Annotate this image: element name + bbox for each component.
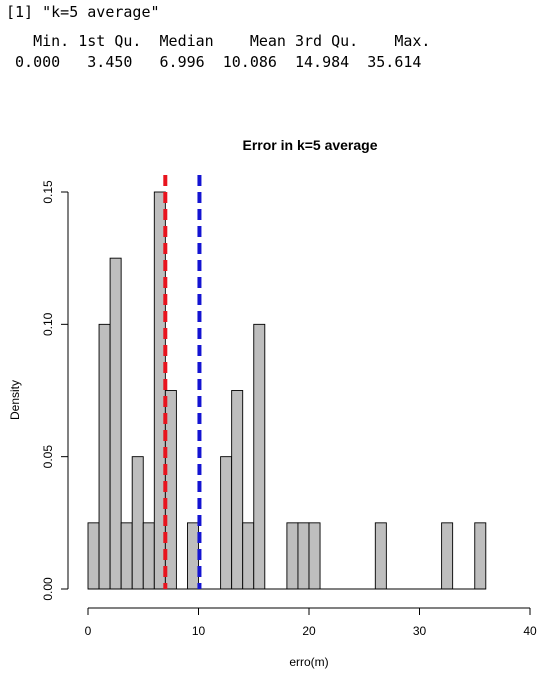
histogram-bar (186, 522, 199, 590)
y-tick-label: 0.05 (41, 445, 55, 469)
x-tick-label: 40 (523, 624, 537, 638)
histogram-bars (87, 191, 487, 590)
summary-values-row: 0.000 3.450 6.996 10.086 14.984 35.614 (6, 53, 431, 71)
histogram-bar (374, 522, 387, 590)
x-tick-label: 10 (192, 624, 206, 638)
x-tick-label: 20 (302, 624, 316, 638)
histogram-plot: Error in k=5 average 0 10 20 30 40 0.000.050… (8, 137, 537, 669)
x-tick-label: 0 (85, 624, 92, 638)
x-axis-label: erro(m) (289, 655, 328, 669)
histogram-bar (142, 522, 155, 590)
histogram-bar (109, 257, 122, 590)
y-axis-label: Density (8, 380, 22, 420)
summary-header-row: Min. 1st Qu. Median Mean 3rd Qu. Max. (6, 32, 440, 50)
histogram-bar (131, 456, 144, 590)
histogram-bar (87, 522, 100, 590)
console-print-line: [1] "k=5 average" (6, 3, 160, 21)
histogram-bar (242, 522, 255, 590)
reference-lines (163, 175, 202, 589)
y-tick-label: 0.15 (41, 180, 55, 204)
y-tick-label: 0.00 (41, 577, 55, 601)
y-axis: 0.00 0.05 0.10 0.15 (41, 180, 69, 601)
x-tick-label: 30 (413, 624, 427, 638)
histogram-bar (441, 522, 454, 590)
histogram-bar (220, 456, 233, 590)
histogram-bar (474, 522, 487, 590)
y-tick-label: 0.10 (41, 312, 55, 336)
histogram-bar (120, 522, 133, 590)
histogram-bar (231, 390, 244, 590)
histogram-bar (253, 323, 266, 590)
histogram-bar (297, 522, 310, 590)
histogram-bar (286, 522, 299, 590)
r-console-output: [1] "k=5 average" Min. 1st Qu. Median Me… (6, 2, 439, 73)
histogram-bar (308, 522, 321, 590)
x-axis: 0 10 20 30 40 (85, 607, 537, 638)
chart-title: Error in k=5 average (242, 137, 377, 153)
histogram-bar (98, 323, 111, 590)
